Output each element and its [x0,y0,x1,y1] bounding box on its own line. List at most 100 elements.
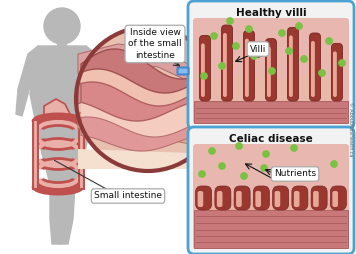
Circle shape [268,68,276,74]
FancyBboxPatch shape [267,46,271,97]
Polygon shape [86,46,110,116]
Polygon shape [208,78,225,101]
FancyBboxPatch shape [234,186,250,210]
Circle shape [219,62,225,70]
Polygon shape [78,44,218,94]
Circle shape [241,172,247,180]
FancyBboxPatch shape [331,43,342,101]
Circle shape [76,27,220,171]
Circle shape [106,57,190,141]
FancyBboxPatch shape [188,1,354,129]
Polygon shape [78,104,218,149]
Polygon shape [30,46,95,184]
FancyBboxPatch shape [196,186,211,210]
FancyBboxPatch shape [245,39,249,97]
Circle shape [283,174,289,182]
Circle shape [209,148,215,154]
FancyBboxPatch shape [311,186,327,210]
Polygon shape [194,210,348,248]
Polygon shape [57,42,67,49]
Circle shape [330,161,337,167]
Circle shape [94,45,202,153]
Circle shape [246,25,252,33]
FancyBboxPatch shape [311,41,315,97]
Circle shape [278,29,286,37]
FancyBboxPatch shape [330,186,346,210]
Polygon shape [229,198,236,210]
Polygon shape [44,99,70,124]
FancyBboxPatch shape [294,191,299,207]
FancyBboxPatch shape [193,144,349,249]
FancyBboxPatch shape [288,27,298,101]
FancyBboxPatch shape [289,35,293,97]
Polygon shape [78,71,218,121]
Circle shape [77,28,219,170]
Polygon shape [210,198,217,210]
Text: Healthy villi: Healthy villi [236,8,306,18]
Polygon shape [81,101,215,137]
FancyBboxPatch shape [217,191,222,207]
Polygon shape [267,198,274,210]
Polygon shape [325,198,333,210]
Text: © AboutKidsHealth.ca: © AboutKidsHealth.ca [348,102,353,156]
Circle shape [80,31,216,167]
FancyBboxPatch shape [292,186,308,210]
Circle shape [339,59,346,67]
FancyBboxPatch shape [178,68,188,74]
Circle shape [226,18,234,24]
Circle shape [236,142,242,150]
FancyBboxPatch shape [333,51,337,97]
Text: Celiac disease: Celiac disease [229,134,313,144]
Polygon shape [57,184,75,244]
Polygon shape [273,79,290,101]
FancyBboxPatch shape [201,43,205,97]
Circle shape [232,42,240,50]
FancyBboxPatch shape [188,127,354,254]
Polygon shape [81,49,215,93]
Circle shape [261,165,267,171]
Polygon shape [81,82,215,121]
Text: Villi: Villi [250,44,266,54]
FancyBboxPatch shape [255,191,261,207]
FancyBboxPatch shape [215,186,231,210]
Circle shape [118,89,178,149]
FancyBboxPatch shape [253,186,269,210]
Polygon shape [16,46,38,116]
Polygon shape [81,69,215,106]
Circle shape [325,38,333,44]
Circle shape [199,170,205,178]
FancyBboxPatch shape [223,33,227,97]
FancyBboxPatch shape [266,39,277,101]
Polygon shape [318,77,335,101]
FancyBboxPatch shape [236,191,242,207]
Circle shape [300,56,308,62]
Circle shape [44,8,80,44]
Circle shape [219,163,225,169]
FancyBboxPatch shape [198,191,203,207]
Circle shape [210,33,218,40]
FancyBboxPatch shape [273,186,289,210]
FancyBboxPatch shape [193,18,349,124]
Circle shape [286,47,293,55]
Polygon shape [50,184,67,244]
Polygon shape [251,76,268,101]
Circle shape [290,145,298,151]
Circle shape [200,72,208,80]
Polygon shape [81,117,215,151]
FancyBboxPatch shape [221,25,232,101]
FancyBboxPatch shape [309,33,320,101]
Polygon shape [194,101,348,123]
Circle shape [251,53,257,59]
Polygon shape [248,198,255,210]
Polygon shape [287,198,294,210]
Circle shape [86,37,210,161]
Circle shape [295,23,303,29]
Circle shape [305,167,313,174]
FancyBboxPatch shape [313,191,319,207]
Circle shape [262,151,269,157]
FancyBboxPatch shape [333,191,338,207]
Circle shape [76,27,220,171]
Polygon shape [230,74,246,101]
FancyBboxPatch shape [274,191,280,207]
Text: Small intestine: Small intestine [94,192,162,200]
